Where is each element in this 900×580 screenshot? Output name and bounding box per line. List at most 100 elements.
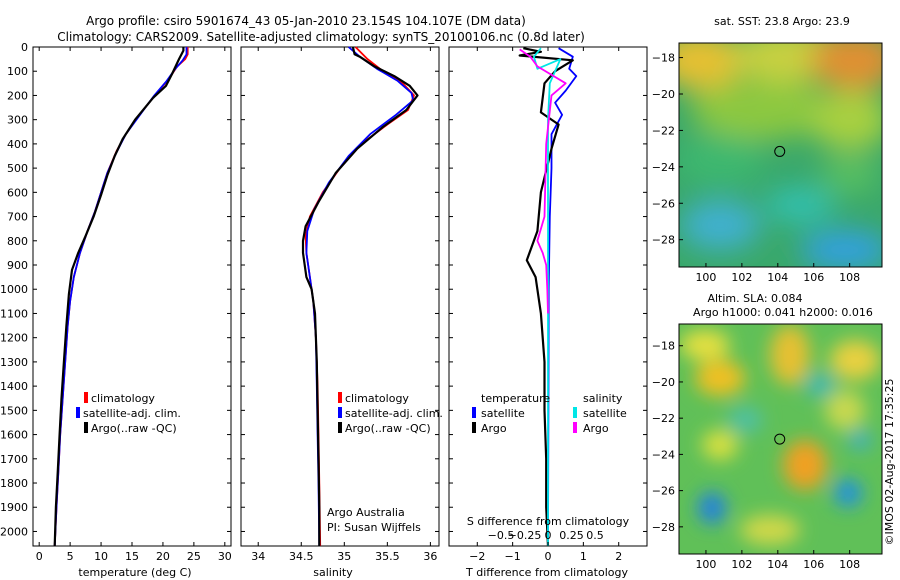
temperature-x-tick-label: 5: [67, 550, 74, 563]
sla-map-lat-tick-label: −20: [652, 376, 675, 389]
salinity-plot-frame: [240, 46, 440, 547]
temperature-x-tick-label: 25: [187, 550, 201, 563]
legend-t-argo-label: Argo: [481, 422, 507, 435]
sst-warm-patch: [679, 43, 745, 90]
sst-map-lat-tick-label: −22: [652, 124, 675, 137]
differences-x-tick-label: 0: [545, 550, 552, 563]
legend-climatology-label: climatology: [345, 392, 409, 405]
differences-line-s-argo: [519, 48, 567, 314]
salinity-line-climatology: [304, 46, 415, 547]
depth-tick-label: 1400: [0, 380, 28, 393]
legend-temperature-header: temperature: [481, 392, 550, 405]
x-axis-ticks: 0 5 10 15 20 25 30 34 34.5 35 35.5 36 −2 −1 0 1 2: [36, 47, 622, 563]
copyright-timestamp: ©IMOS 02-Aug-2017 17:35:25: [883, 379, 896, 546]
legend-s-argo-swatch: [573, 422, 577, 433]
t-difference-axis-label: T difference from climatology: [465, 566, 628, 579]
salinity-x-tick-label: 35.5: [375, 550, 400, 563]
s-difference-tick-label: 0: [545, 529, 552, 542]
difference-series: [518, 47, 578, 547]
sst-map-lon-tick-label: 104: [767, 271, 788, 284]
legend-s-satellite-label: satellite: [583, 407, 627, 420]
salinity-x-tick-label: 34.5: [289, 550, 314, 563]
sst-map-lon-tick-label: 100: [695, 271, 716, 284]
depth-tick-label: 600: [7, 186, 28, 199]
s-difference-tick-label: −0.5: [488, 529, 515, 542]
sst-cool-patch: [800, 230, 882, 267]
sla-map-lon-tick-label: 104: [767, 558, 788, 571]
sla-low-patch: [834, 479, 862, 507]
depth-axis: 0 100 200 300 400 500 600 700 800 900 1000 1100 1200…: [0, 41, 647, 538]
legend-s-satellite-swatch: [573, 407, 577, 418]
differences-x-tick-label: −2: [469, 550, 485, 563]
sst-cool-patch: [680, 200, 760, 250]
sst-cool-patch: [820, 157, 880, 193]
temperature-line-climatology: [53, 47, 189, 547]
legend-satellite-swatch: [76, 407, 80, 418]
sst-map: 100 102 104 106 108 −18 −20 −22 −24 −26 −28: [652, 42, 883, 284]
sla-map-lat-tick-label: −22: [652, 412, 675, 425]
depth-tick-label: 1900: [0, 501, 28, 514]
depth-tick-label: 100: [7, 65, 28, 78]
legend-satellite-label: satellite-adj. clim.: [83, 407, 181, 420]
figure-title-line1: Argo profile: csiro 5901674_43 05-Jan-20…: [86, 14, 526, 28]
sst-map-lat-tick-label: −28: [652, 234, 675, 247]
sst-map-lat-tick-label: −26: [652, 197, 675, 210]
sla-high-patch: [695, 360, 745, 396]
s-difference-tick-label: 0.25: [559, 529, 584, 542]
sla-map: 100 102 104 106 108 −18 −20 −22 −24 −26 −28: [652, 323, 883, 571]
sla-map-lon-tick-label: 102: [731, 558, 752, 571]
temperature-x-tick-label: 15: [125, 550, 139, 563]
sst-warm-patch: [810, 43, 882, 90]
difference-legend: temperature salinity satellite Argo sate…: [472, 392, 627, 435]
s-difference-tick-label: 0.5: [586, 529, 604, 542]
salinity-x-tick-label: 34: [251, 550, 265, 563]
sst-map-lat-tick-label: −18: [652, 52, 675, 65]
legend-satellite-label: satellite-adj. clim.: [345, 407, 443, 420]
salinity-series: [301, 46, 419, 547]
depth-tick-label: 200: [7, 89, 28, 102]
sla-high-patch: [680, 330, 730, 360]
sla-high-patch: [783, 440, 827, 490]
sla-map-lon-tick-label: 100: [695, 558, 716, 571]
differences-x-tick-label: −1: [505, 550, 521, 563]
differences-x-tick-label: 2: [615, 550, 622, 563]
depth-tick-label: 1200: [0, 332, 28, 345]
sla-low-patch: [727, 406, 763, 434]
temperature-x-tick-label: 10: [94, 550, 108, 563]
sla-map-lon-tick-label: 106: [803, 558, 824, 571]
depth-tick-label: 1700: [0, 453, 28, 466]
legend-climatology-label: climatology: [91, 392, 155, 405]
differences-line-t-argo: [518, 47, 574, 547]
depth-tick-label: 1100: [0, 307, 28, 320]
temperature-x-tick-label: 20: [156, 550, 170, 563]
sla-high-patch: [825, 390, 865, 430]
sst-map-title: sat. SST: 23.8 Argo: 23.9: [714, 15, 850, 28]
legend-argo-swatch: [84, 422, 88, 433]
sst-mid-patch: [679, 135, 765, 185]
s-difference-axis-label: S difference from climatology: [467, 515, 630, 528]
sla-high-patch: [740, 515, 800, 545]
depth-tick-label: 300: [7, 114, 28, 127]
temperature-series: [53, 47, 189, 547]
sst-warm-patch: [690, 80, 830, 140]
sla-map-frame: [678, 323, 883, 555]
legend-argo-swatch: [338, 422, 342, 433]
depth-tick-label: 400: [7, 138, 28, 151]
salinity-legend: climatology satellite-adj. clim. Argo(..…: [338, 392, 443, 435]
legend-climatology-swatch: [84, 392, 88, 403]
sla-map-ticks: 100 102 104 106 108 −18 −20 −22 −24 −26 −28: [652, 340, 860, 571]
sst-map-frame: [678, 42, 883, 268]
sla-map-lat-tick-label: −24: [652, 448, 675, 461]
sla-low-patch: [804, 373, 836, 397]
sst-cool-patch: [765, 187, 835, 223]
legend-s-argo-label: Argo: [583, 422, 609, 435]
sla-low-patch: [698, 492, 726, 524]
sla-high-patch: [770, 325, 810, 385]
sla-argo-location-marker: [774, 433, 786, 445]
salinity-axis-label: salinity: [313, 566, 353, 579]
sst-map-lat-tick-label: −24: [652, 161, 675, 174]
salinity-x-tick-label: 35: [337, 550, 351, 563]
depth-tick-label: 1000: [0, 283, 28, 296]
temperature-plot-frame: [32, 46, 232, 547]
temperature-x-tick-label: 30: [218, 550, 232, 563]
